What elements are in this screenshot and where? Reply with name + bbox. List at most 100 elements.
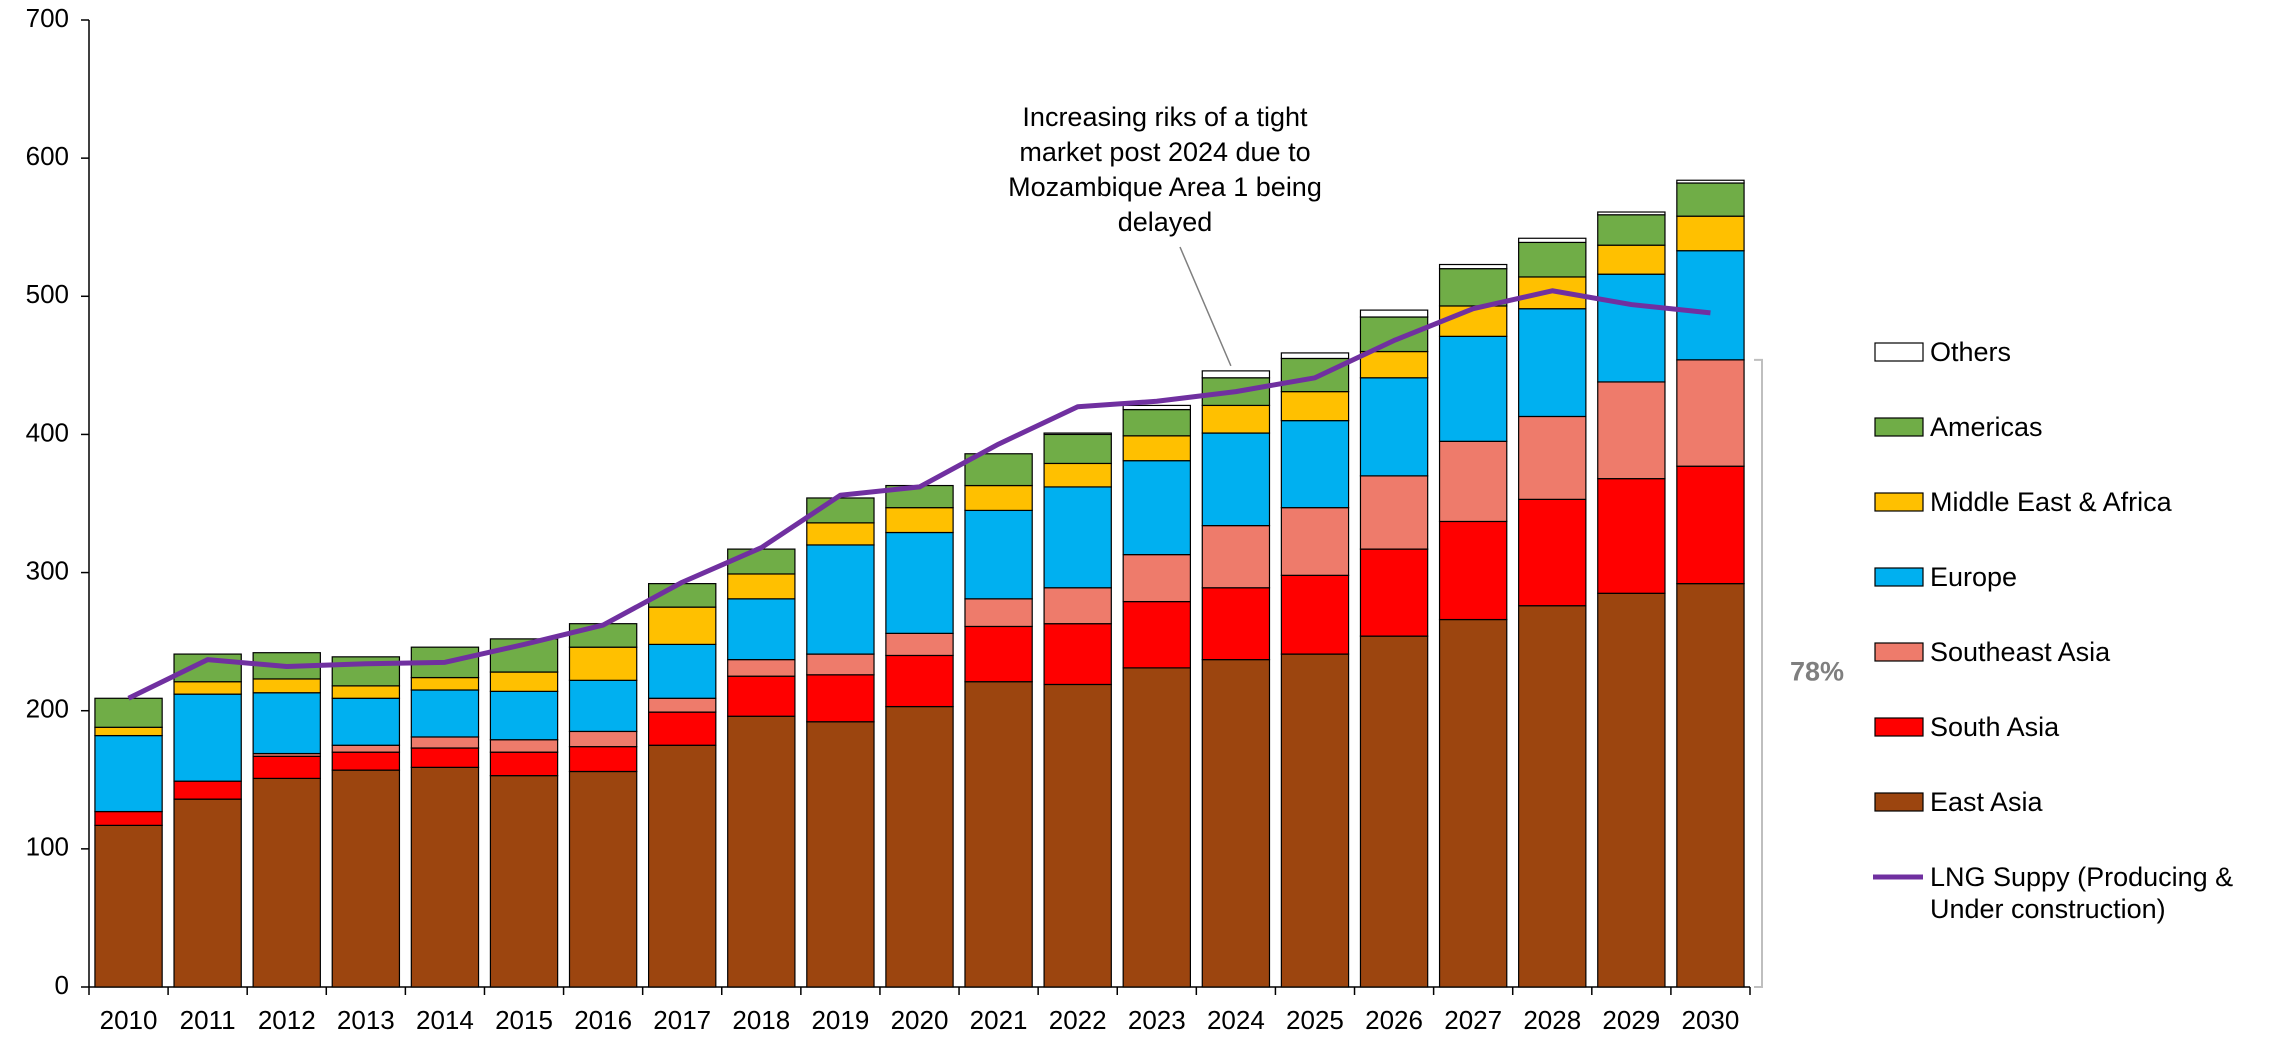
- bar-segment: [1201, 370, 1271, 379]
- x-tick-label: 2016: [574, 1005, 632, 1035]
- bar-segment: [173, 681, 242, 695]
- bar-segment: [1359, 475, 1429, 550]
- bar-segment: [1597, 244, 1666, 275]
- bar-segment: [410, 766, 480, 988]
- x-tick-label: 2028: [1523, 1005, 1581, 1035]
- bar-segment: [727, 573, 796, 600]
- x-tick-label: 2030: [1682, 1005, 1740, 1035]
- x-tick-label: 2013: [337, 1005, 395, 1035]
- bar-segment: [331, 685, 401, 699]
- bar-segment: [1043, 683, 1112, 988]
- x-tick-label: 2022: [1049, 1005, 1107, 1035]
- x-tick-label: 2012: [258, 1005, 316, 1035]
- bar-segment: [964, 598, 1033, 628]
- bar-segment: [727, 598, 796, 661]
- x-tick-label: 2019: [811, 1005, 869, 1035]
- supply-line: [127, 288, 1711, 701]
- bar-segment: [1280, 653, 1350, 988]
- bar-segment: [727, 675, 796, 717]
- y-tick-label: 400: [26, 417, 69, 447]
- bar-segment: [885, 632, 954, 657]
- bar-segment: [94, 824, 163, 988]
- bar-segment: [1518, 498, 1587, 607]
- bar-segment: [94, 726, 163, 737]
- bar-segment: [885, 654, 954, 708]
- bar-segment: [410, 676, 480, 691]
- annotation: Increasing riks of a tight market post 2…: [1008, 102, 1322, 237]
- x-tick-label: 2020: [891, 1005, 949, 1035]
- bar-segment: [489, 690, 559, 741]
- legend-swatch: [1874, 492, 1924, 512]
- x-tick-label: 2027: [1444, 1005, 1502, 1035]
- bar-segment: [1201, 525, 1271, 589]
- bar-segment: [1518, 237, 1587, 244]
- y-tick-label: 500: [26, 279, 69, 309]
- bar-segment: [1122, 600, 1192, 669]
- legend-swatch: [1874, 717, 1924, 737]
- legend-label: LNG Suppy (Producing & Under constructio…: [1930, 862, 2234, 924]
- x-tick-label: 2010: [100, 1005, 158, 1035]
- bar-segment: [964, 681, 1033, 988]
- bar-segment: [1122, 460, 1192, 556]
- bar-segment: [647, 643, 717, 699]
- bar-segment: [1280, 574, 1350, 655]
- bar-segment: [173, 780, 242, 800]
- bar-segment: [806, 721, 875, 988]
- legend-label: Southeast Asia: [1930, 637, 2111, 667]
- bar-segment: [252, 678, 321, 694]
- bar-segment: [568, 770, 638, 988]
- bar-segment: [568, 646, 638, 681]
- x-tick-label: 2024: [1207, 1005, 1265, 1035]
- y-tick-label: 300: [26, 555, 69, 585]
- bar-segment: [1043, 432, 1112, 436]
- legend-swatch: [1874, 567, 1924, 587]
- bar-segment: [1201, 404, 1271, 434]
- x-tick-label: 2011: [180, 1005, 236, 1035]
- bar-segment: [1597, 478, 1666, 594]
- bar-segment: [252, 692, 321, 755]
- bar-segment: [1438, 335, 1508, 442]
- bar-segment: [1676, 465, 1745, 585]
- bar-segment: [1438, 263, 1508, 270]
- bar-segment: [1280, 507, 1350, 576]
- bar-segment: [489, 671, 559, 692]
- bar-segment: [1597, 211, 1666, 216]
- bracket: [1754, 358, 1763, 988]
- bar-segment: [1438, 618, 1508, 988]
- bar-segment: [885, 507, 954, 534]
- bar-segment: [410, 736, 480, 749]
- bar-segment: [647, 606, 717, 646]
- bar-segment: [1438, 520, 1508, 621]
- bar-segment: [1201, 587, 1271, 661]
- bar-segment: [94, 697, 163, 728]
- bar-segment: [1043, 587, 1112, 625]
- x-tick-label: 2017: [653, 1005, 711, 1035]
- bar-segment: [1359, 309, 1429, 318]
- x-tick-label: 2029: [1602, 1005, 1660, 1035]
- bar-segment: [1597, 592, 1666, 988]
- bar-segment: [252, 777, 321, 988]
- bar-segment: [1359, 377, 1429, 477]
- bar-segment: [1676, 179, 1745, 184]
- x-tick-label: 2018: [732, 1005, 790, 1035]
- bar-segment: [1122, 404, 1192, 411]
- bar-segment: [1359, 548, 1429, 637]
- bar-segment: [727, 548, 796, 575]
- bar-segment: [1438, 440, 1508, 523]
- bar-segment: [806, 653, 875, 676]
- bar-segment: [489, 775, 559, 988]
- bar-segment: [885, 705, 954, 988]
- x-tick-label: 2026: [1365, 1005, 1423, 1035]
- legend-label: Americas: [1930, 412, 2043, 442]
- annotation-leader: [1179, 246, 1232, 367]
- bar-segment: [1043, 433, 1112, 465]
- bar-segment: [1676, 583, 1745, 988]
- legend-swatch: [1874, 792, 1924, 812]
- bar-segment: [331, 769, 401, 988]
- bar-segment: [1201, 432, 1271, 527]
- y-tick-label: 700: [26, 3, 69, 33]
- bar-segment: [806, 674, 875, 723]
- x-tick-label: 2021: [970, 1005, 1028, 1035]
